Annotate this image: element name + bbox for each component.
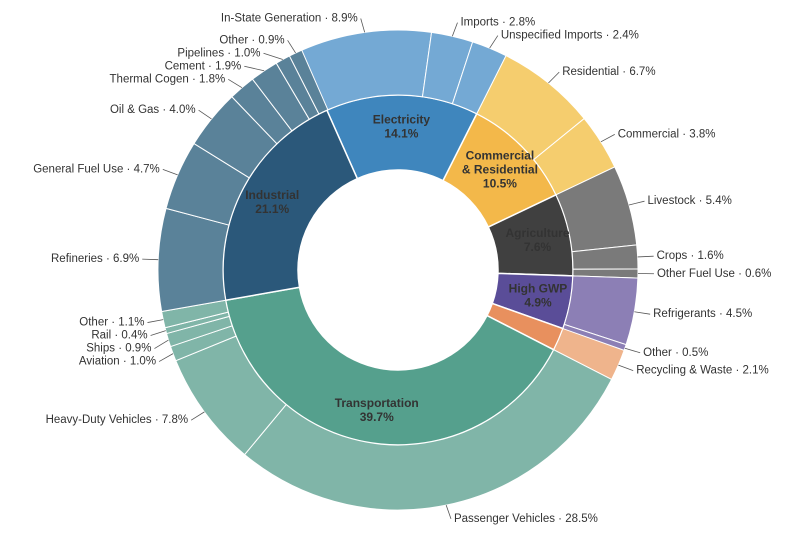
leader-line bbox=[287, 40, 296, 54]
leader-line bbox=[228, 78, 243, 89]
segment-value: 14.1% bbox=[384, 127, 418, 141]
outer-label: Residential · 6.7% bbox=[562, 66, 655, 78]
leader-line bbox=[147, 319, 164, 323]
leader-line bbox=[489, 35, 499, 49]
outer-label: Other · 1.1% bbox=[79, 317, 144, 329]
segment-value: 21.1% bbox=[255, 202, 289, 216]
outer-label: Thermal Cogen · 1.8% bbox=[110, 73, 226, 85]
leader-line bbox=[624, 347, 641, 354]
leader-line bbox=[600, 133, 615, 143]
leader-line bbox=[628, 200, 645, 206]
leader-line bbox=[244, 65, 265, 72]
leader-line bbox=[637, 255, 654, 258]
segment-name: High GWP bbox=[509, 282, 568, 296]
segment-name: & Residential bbox=[462, 163, 538, 177]
leader-line bbox=[142, 258, 159, 261]
outer-segment bbox=[288, 49, 329, 115]
outer-label: Oil & Gas · 4.0% bbox=[110, 104, 196, 116]
outer-segment bbox=[157, 207, 230, 313]
outer-label: Heavy-Duty Vehicles · 7.8% bbox=[46, 414, 189, 426]
leader-line bbox=[198, 109, 212, 120]
segment-value: 7.6% bbox=[524, 240, 552, 254]
leader-line bbox=[618, 364, 634, 372]
outer-label: Other Fuel Use · 0.6% bbox=[657, 268, 771, 280]
outer-label: Other · 0.5% bbox=[643, 347, 708, 359]
outer-label: Aviation · 1.0% bbox=[79, 356, 156, 368]
outer-label: Other · 0.9% bbox=[219, 34, 284, 46]
leader-line bbox=[451, 22, 458, 37]
outer-label: Unspecified Imports · 2.4% bbox=[501, 30, 639, 42]
outer-label: Cement · 1.9% bbox=[165, 60, 242, 72]
outer-label: Crops · 1.6% bbox=[657, 250, 724, 262]
outer-label: Ships · 0.9% bbox=[86, 343, 151, 355]
leader-line bbox=[360, 18, 366, 33]
leader-line bbox=[634, 311, 651, 315]
segment-name: Industrial bbox=[245, 188, 299, 202]
outer-label: Pipelines · 1.0% bbox=[177, 47, 260, 59]
leader-line bbox=[150, 330, 166, 336]
leader-line bbox=[263, 52, 283, 60]
outer-label: Livestock · 5.4% bbox=[647, 195, 731, 207]
outer-label: Recycling & Waste · 2.1% bbox=[636, 365, 769, 377]
outer-label: Imports · 2.8% bbox=[460, 17, 535, 29]
segment-name: Transportation bbox=[335, 396, 419, 410]
leader-line bbox=[154, 339, 169, 349]
segment-value: 39.7% bbox=[360, 410, 394, 424]
outer-label: Refrigerants · 4.5% bbox=[653, 308, 752, 320]
segment-name: Agriculture bbox=[506, 226, 570, 240]
leader-line bbox=[190, 411, 205, 421]
segment-name: Electricity bbox=[373, 113, 431, 127]
leader-line bbox=[158, 353, 174, 362]
outer-segment bbox=[243, 349, 613, 511]
outer-label: Refineries · 6.9% bbox=[51, 253, 139, 265]
segment-value: 4.9% bbox=[524, 296, 552, 310]
outer-label: Rail · 0.4% bbox=[91, 330, 147, 342]
leader-line bbox=[162, 168, 178, 176]
outer-label: Commercial · 3.8% bbox=[618, 128, 716, 140]
segment-name: Commercial bbox=[466, 149, 535, 163]
outer-label: In-State Generation · 8.9% bbox=[221, 12, 358, 24]
segment-value: 10.5% bbox=[483, 177, 517, 191]
leader-line bbox=[445, 504, 452, 519]
leader-line bbox=[548, 71, 560, 84]
outer-label: Passenger Vehicles · 28.5% bbox=[454, 513, 598, 525]
outer-label: General Fuel Use · 4.7% bbox=[33, 163, 160, 175]
